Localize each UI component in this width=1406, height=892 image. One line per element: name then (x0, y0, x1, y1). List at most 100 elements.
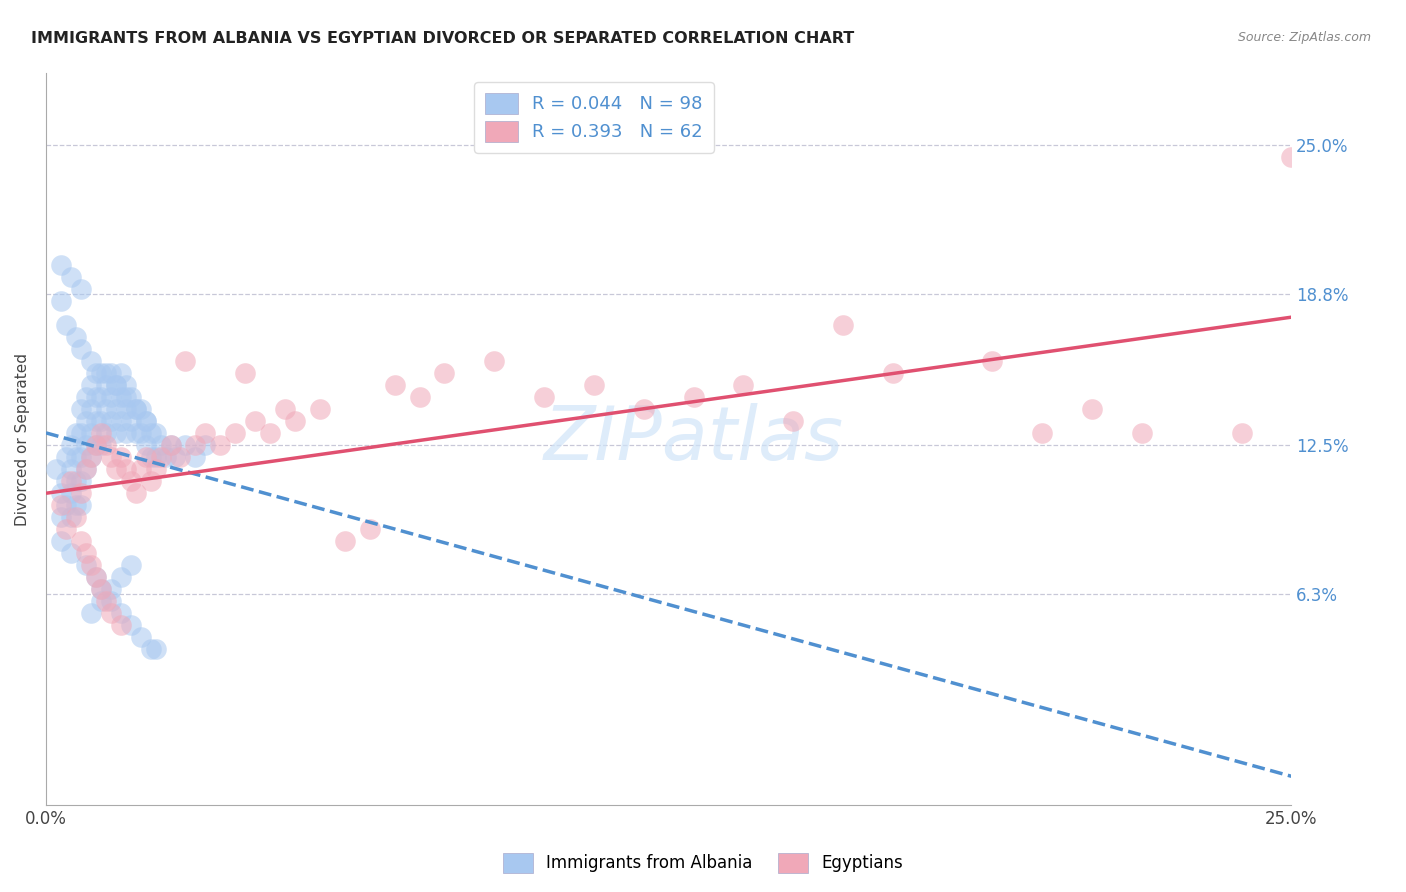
Point (80, 558, 103, 572)
Point (533, 390, 555, 404)
Point (65, 474, 87, 488)
Text: Source: ZipAtlas.com: Source: ZipAtlas.com (1237, 31, 1371, 45)
Point (55, 498, 77, 512)
Y-axis label: Divorced or Separated: Divorced or Separated (15, 352, 30, 525)
Point (104, 462, 127, 476)
Point (94, 366, 117, 380)
Point (155, 450, 177, 464)
Point (65, 450, 87, 464)
Point (49, 534, 72, 549)
Point (135, 450, 157, 464)
Point (129, 462, 152, 476)
Point (90, 582, 112, 596)
Point (981, 354, 1004, 368)
Legend: Immigrants from Albania, Egyptians: Immigrants from Albania, Egyptians (496, 847, 910, 880)
Point (69, 486, 91, 500)
Point (145, 425, 167, 440)
Point (114, 425, 136, 440)
Point (100, 390, 122, 404)
Point (124, 486, 146, 500)
Point (75, 546, 97, 560)
Point (69, 342, 91, 356)
Point (55, 522, 77, 536)
Point (139, 642, 162, 657)
Point (359, 522, 381, 536)
Point (75, 438, 97, 452)
Point (145, 642, 167, 657)
Point (233, 366, 256, 380)
Point (55, 318, 77, 332)
Point (65, 498, 87, 512)
Point (333, 534, 356, 549)
Point (174, 354, 197, 368)
Point (110, 606, 132, 620)
Point (245, 414, 267, 428)
Point (80, 378, 103, 392)
Point (682, 390, 704, 404)
Text: ZIPatlas: ZIPatlas (544, 403, 844, 475)
Point (75, 414, 97, 428)
Point (1031, 425, 1053, 440)
Point (100, 366, 122, 380)
Point (224, 425, 246, 440)
Point (75, 462, 97, 476)
Point (832, 318, 855, 332)
Point (84, 366, 107, 380)
Point (90, 438, 112, 452)
Point (124, 402, 146, 417)
Point (484, 354, 506, 368)
Point (90, 425, 112, 440)
Point (110, 618, 132, 632)
Point (209, 438, 232, 452)
Point (129, 630, 152, 644)
Point (165, 450, 187, 464)
Point (104, 378, 127, 392)
Point (184, 438, 207, 452)
Point (110, 414, 132, 428)
Point (80, 425, 103, 440)
Point (100, 414, 122, 428)
Point (65, 510, 87, 524)
Point (59, 462, 82, 476)
Point (80, 450, 103, 464)
Point (94, 425, 117, 440)
Point (45, 462, 67, 476)
Point (139, 474, 162, 488)
Point (149, 450, 172, 464)
Point (94, 378, 117, 392)
Point (59, 510, 82, 524)
Point (129, 402, 152, 417)
Point (84, 390, 107, 404)
Point (94, 594, 117, 608)
Point (139, 425, 162, 440)
Point (84, 570, 107, 584)
Point (110, 450, 132, 464)
Point (114, 462, 136, 476)
Point (69, 498, 91, 512)
Point (110, 366, 132, 380)
Point (174, 438, 197, 452)
Point (114, 378, 136, 392)
Point (1279, 150, 1302, 164)
Point (49, 510, 72, 524)
Point (94, 438, 117, 452)
Point (65, 330, 87, 344)
Point (194, 425, 217, 440)
Point (149, 438, 172, 452)
Point (84, 414, 107, 428)
Point (90, 594, 112, 608)
Point (120, 474, 142, 488)
Point (1081, 402, 1104, 417)
Point (49, 498, 72, 512)
Point (75, 558, 97, 572)
Point (114, 402, 136, 417)
Point (55, 450, 77, 464)
Point (59, 438, 82, 452)
Point (94, 402, 117, 417)
Point (69, 425, 91, 440)
Point (49, 293, 72, 308)
Point (59, 546, 82, 560)
Point (69, 450, 91, 464)
Point (882, 366, 904, 380)
Point (309, 402, 332, 417)
